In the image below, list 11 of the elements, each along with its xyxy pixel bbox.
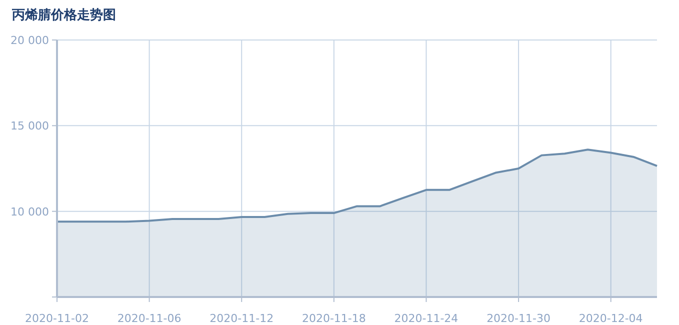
x-tick-label: 2020-11-02 [25, 312, 89, 325]
x-tick-label: 2020-11-18 [302, 312, 366, 325]
x-tick-label: 2020-11-24 [394, 312, 458, 325]
x-tick-label: 2020-12-04 [578, 312, 643, 325]
x-tick-label: 2020-11-06 [117, 312, 182, 325]
x-tick-label: 2020-11-12 [210, 312, 274, 325]
y-tick-label: 10 000 [10, 205, 49, 218]
chart-title: 丙烯腈价格走势图 [11, 7, 116, 23]
y-tick-label: 20 000 [10, 34, 49, 47]
y-tick-label: 15 000 [10, 120, 49, 133]
x-tick-label: 2020-11-30 [486, 312, 551, 325]
